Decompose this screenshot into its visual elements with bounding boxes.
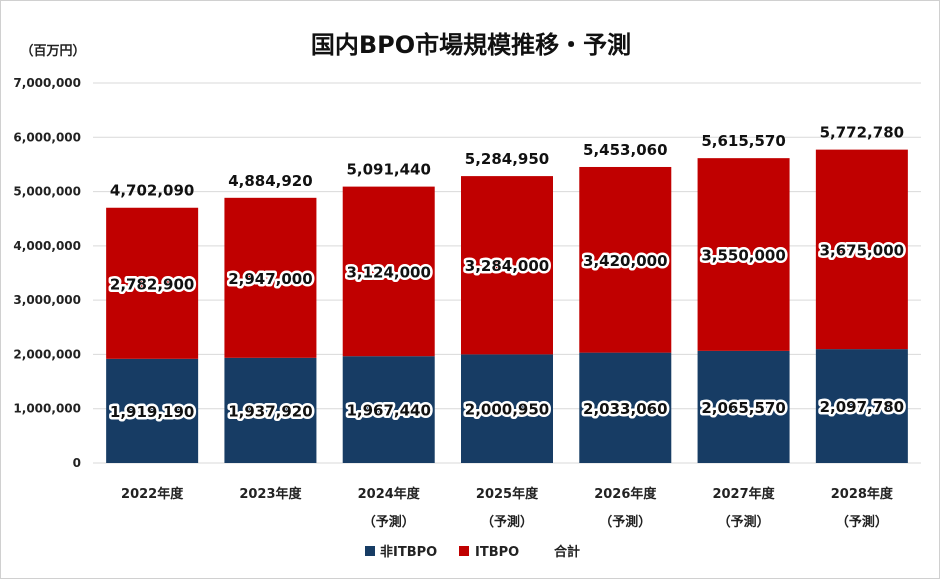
bar-non-itbpo	[224, 357, 317, 463]
data-label-total: 4,702,090	[110, 182, 194, 200]
x-tick-sublabel: （予測）	[718, 514, 770, 530]
legend-label-itbpo: ITBPO	[475, 545, 519, 560]
legend-label-non-itbpo: 非ITBPO	[380, 544, 437, 560]
data-label-non-itbpo: 2,065,570	[701, 399, 785, 417]
data-label-total: 5,615,570	[701, 132, 785, 150]
data-label-itbpo: 3,675,000	[820, 241, 904, 259]
y-tick-label: 6,000,000	[13, 130, 81, 144]
data-label-itbpo: 2,782,900	[110, 275, 194, 293]
y-tick-label: 1,000,000	[13, 402, 81, 416]
data-label-non-itbpo: 1,919,190	[110, 403, 194, 421]
data-label-non-itbpo: 1,937,920	[228, 402, 312, 420]
data-label-non-itbpo: 1,967,440	[346, 402, 430, 420]
data-label-total: 5,284,950	[465, 150, 549, 168]
data-label-total: 5,453,060	[583, 141, 667, 159]
y-tick-label: 5,000,000	[13, 185, 81, 199]
x-tick-label: 2026年度	[594, 486, 657, 502]
bar-itbpo	[342, 186, 435, 357]
y-tick-label: 0	[73, 456, 81, 470]
bar-itbpo	[461, 176, 553, 355]
x-tick-label: 2024年度	[358, 486, 421, 502]
bar-non-itbpo	[106, 358, 199, 463]
x-tick-sublabel: （予測）	[363, 514, 415, 530]
y-axis-unit: （百万円）	[20, 43, 85, 59]
data-label-non-itbpo: 2,033,060	[583, 400, 667, 418]
data-label-itbpo: 3,420,000	[583, 252, 667, 270]
legend: 非ITBPO ITBPO 合計	[365, 544, 580, 560]
data-label-itbpo: 3,550,000	[701, 247, 785, 265]
x-tick-label: 2025年度	[476, 486, 539, 502]
data-label-total: 5,772,780	[820, 124, 904, 142]
bar-itbpo	[815, 149, 908, 350]
data-label-itbpo: 3,124,000	[346, 263, 430, 281]
y-tick-label: 7,000,000	[13, 76, 81, 90]
legend-swatch-itbpo	[459, 546, 469, 556]
data-label-total: 5,091,440	[346, 161, 430, 179]
legend-swatch-non-itbpo	[365, 546, 375, 556]
data-label-itbpo: 3,284,000	[465, 257, 549, 275]
legend-label-total: 合計	[554, 544, 580, 560]
bar-itbpo	[697, 158, 790, 351]
x-tick-label: 2022年度	[121, 486, 184, 502]
bar-itbpo	[224, 197, 317, 358]
x-tick-label: 2028年度	[831, 486, 894, 502]
bar-non-itbpo	[342, 356, 435, 463]
y-tick-label: 4,000,000	[13, 239, 81, 253]
bar-non-itbpo	[461, 354, 553, 463]
data-label-non-itbpo: 2,097,780	[820, 398, 904, 416]
data-label-non-itbpo: 2,000,950	[465, 401, 549, 419]
x-tick-label: 2027年度	[712, 486, 775, 502]
x-tick-label: 2023年度	[239, 486, 302, 502]
x-tick-sublabel: （予測）	[836, 514, 888, 530]
x-tick-sublabel: （予測）	[599, 514, 651, 530]
y-tick-label: 2,000,000	[13, 347, 81, 361]
data-label-itbpo: 2,947,000	[228, 270, 312, 288]
bar-non-itbpo	[815, 349, 908, 463]
x-tick-sublabel: （予測）	[481, 514, 533, 530]
chart-title: 国内BPO市場規模推移・予測	[311, 31, 631, 59]
bar-non-itbpo	[697, 350, 790, 463]
bar-non-itbpo	[579, 352, 672, 463]
bar-itbpo	[106, 207, 199, 359]
data-label-total: 4,884,920	[228, 172, 312, 190]
y-tick-label: 3,000,000	[13, 293, 81, 307]
bar-itbpo	[579, 166, 672, 353]
